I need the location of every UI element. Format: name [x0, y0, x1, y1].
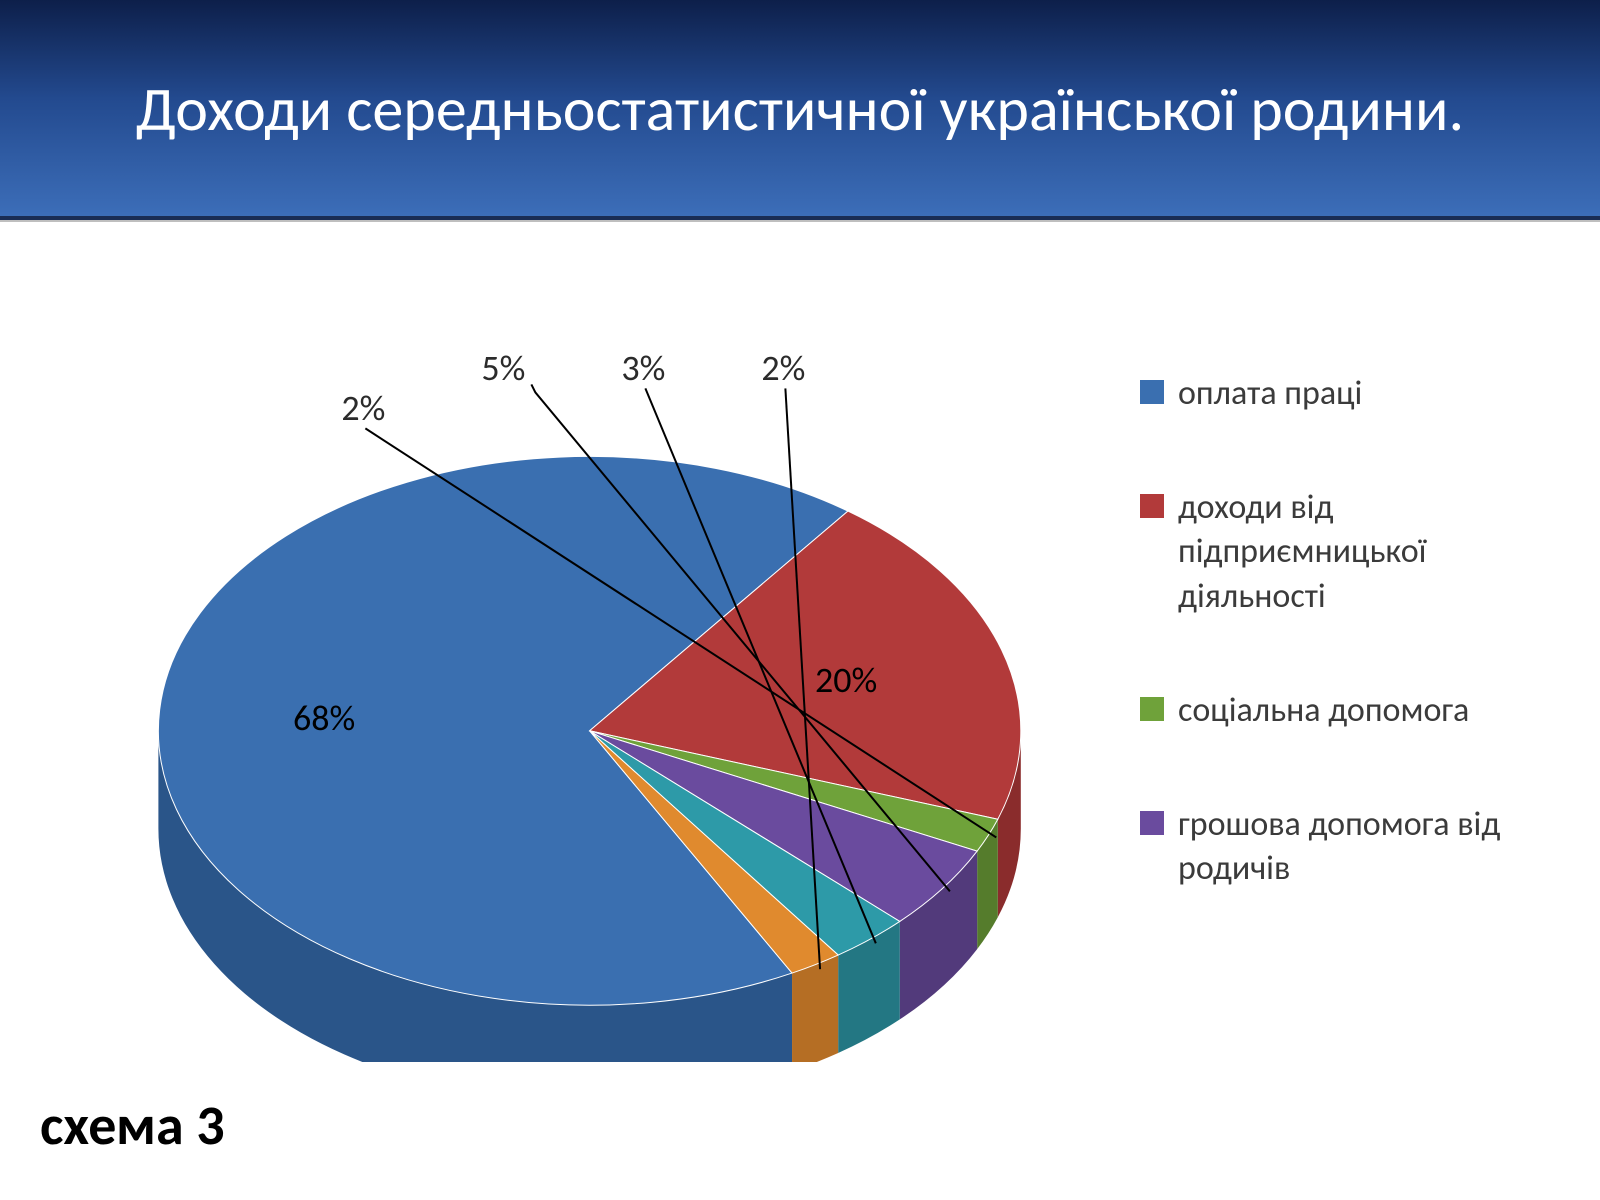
legend-swatch: [1140, 494, 1164, 518]
figure-caption: схема 3: [40, 1092, 225, 1160]
legend-item: доходи від підприємницької діяльності: [1140, 486, 1540, 619]
legend-label: оплата праці: [1178, 372, 1362, 416]
legend-item: грошова допомога від родичів: [1140, 803, 1540, 891]
pie-data-label: 68%: [293, 696, 355, 740]
pie-data-label: 2%: [761, 346, 805, 390]
pie-data-label: 20%: [815, 658, 877, 702]
legend-label: соціальна допомога: [1178, 689, 1469, 733]
slide: Доходи середньостатистичної української …: [0, 0, 1600, 1200]
pie-data-label: 5%: [481, 346, 525, 390]
pie-chart: 68% 20% 2% 5% 3% 2%: [80, 342, 1060, 1062]
legend-label: доходи від підприємницької діяльності: [1178, 486, 1540, 619]
pie-chart-svg: [80, 342, 1060, 1062]
title-band: Доходи середньостатистичної української …: [0, 0, 1600, 220]
legend-swatch: [1140, 811, 1164, 835]
pie-data-label: 2%: [341, 386, 385, 430]
legend-label: грошова допомога від родичів: [1178, 803, 1540, 891]
legend-swatch: [1140, 697, 1164, 721]
legend: оплата праці доходи від підприємницької д…: [1140, 372, 1540, 961]
legend-item: соціальна допомога: [1140, 689, 1540, 733]
content-area: 68% 20% 2% 5% 3% 2% оплата праці доходи від пі…: [0, 220, 1600, 1180]
legend-item: оплата праці: [1140, 372, 1540, 416]
legend-swatch: [1140, 380, 1164, 404]
pie-data-label: 3%: [621, 346, 665, 390]
slide-title: Доходи середньостатистичної української …: [76, 74, 1524, 145]
